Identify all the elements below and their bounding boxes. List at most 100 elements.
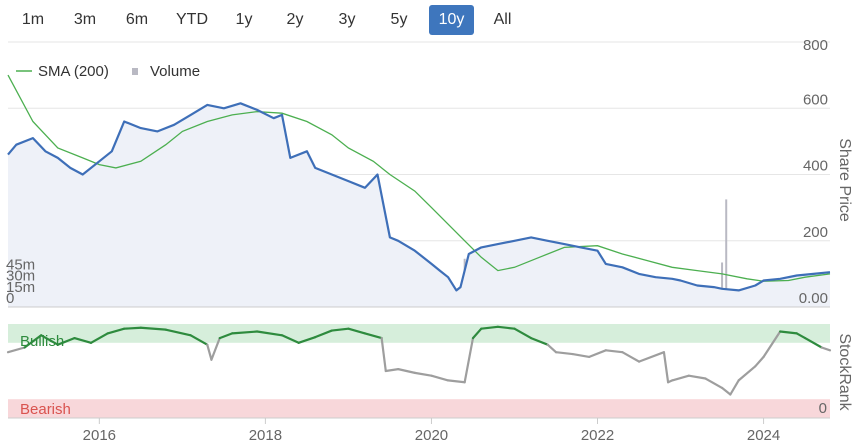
stockrank-segment [779, 330, 798, 335]
legend-item-sma[interactable]: SMA (200) [16, 63, 109, 80]
stockrank-segment [23, 334, 43, 349]
stockrank-segment [820, 346, 832, 352]
stockrank-segment [139, 326, 167, 331]
price-axis-tick: 200 [803, 224, 828, 241]
range-button-2y[interactable]: 2y [286, 11, 304, 28]
stockrank-segment [413, 371, 433, 377]
stockrank-segment [206, 343, 213, 361]
stockrank-segment [106, 327, 126, 335]
range-button-3m[interactable]: 3m [73, 11, 97, 28]
stockrank-segment [737, 365, 757, 382]
stockrank-segment [704, 377, 724, 390]
legend: SMA (200) Volume [16, 63, 200, 80]
stockrank-segment [513, 327, 533, 340]
stockrank-segment [189, 334, 209, 346]
stockrank-segment [529, 337, 549, 346]
price-axis-tick: 800 [803, 37, 828, 54]
volume-bar [721, 262, 724, 307]
volume-axis-tick: 15m [6, 279, 35, 296]
x-axis-tick: 2020 [415, 427, 448, 441]
stockrank-segment [588, 349, 607, 358]
stockrank-segment [803, 337, 823, 349]
stockrank-segment [687, 374, 707, 380]
stockrank-segment [218, 332, 234, 340]
volume-axis-tick: 30m [6, 268, 35, 285]
price-line [7, 102, 831, 292]
x-axis-tick: 2024 [747, 427, 780, 441]
stockrank-segment [604, 349, 624, 354]
stockrank-segment [380, 337, 387, 373]
stockrank-segment [73, 337, 93, 344]
legend-volume-marker [132, 68, 138, 75]
stockrank-segment [446, 379, 466, 384]
x-axis-tick: 2016 [83, 427, 116, 441]
stockrank-segment [231, 330, 259, 335]
volume-axis-tick: 45m [6, 257, 35, 274]
range-button-1m[interactable]: 1m [21, 11, 45, 28]
stockrank-segment [662, 351, 670, 384]
stockrank-segment [255, 330, 284, 337]
stockrank-segment [384, 368, 400, 373]
stockrank-segment [546, 343, 558, 354]
range-button-6m[interactable]: 6m [125, 11, 149, 28]
legend-item-volume[interactable]: Volume [132, 63, 200, 80]
stockrank-segment [297, 336, 317, 344]
bullish-band [8, 324, 830, 343]
bearish-label: Bearish [20, 401, 71, 418]
stockrank-segment [330, 327, 350, 332]
price-area-fill [8, 103, 830, 307]
stockrank-segment [123, 326, 142, 330]
stockrank-segment [463, 337, 475, 384]
stockrank-segment [164, 328, 192, 337]
price-axis-tick: 400 [803, 158, 828, 175]
x-axis-tick: 2022 [581, 427, 614, 441]
range-button-ytd[interactable]: YTD [176, 11, 208, 28]
stockrank-segment [554, 351, 574, 356]
bearish-band [8, 399, 830, 418]
range-button-1y[interactable]: 1y [235, 11, 253, 28]
stockrank-axis-title: StockRank [836, 333, 853, 411]
legend-volume-label: Volume [150, 63, 200, 80]
stockrank-line [6, 325, 832, 396]
bullish-label: Bullish [20, 333, 64, 350]
stockrank-segment [729, 379, 740, 396]
stockrank-segment [795, 332, 807, 340]
stockrank-segment [397, 368, 416, 374]
stockrank-segment [496, 325, 516, 330]
stockrank-segment [280, 334, 300, 344]
price-axis-tick: 600 [803, 91, 828, 108]
range-button-3y[interactable]: 3y [338, 11, 356, 28]
stockrank-segment [430, 374, 450, 382]
stockrank-segment [6, 346, 26, 354]
volume-bar [725, 199, 728, 307]
stockrank-segment [621, 351, 641, 363]
price-axis-title: Share Price [836, 138, 853, 222]
stockrank-segment [671, 374, 690, 382]
stockrank-segment [56, 337, 76, 346]
x-axis-tick: 2018 [249, 427, 282, 441]
range-button-5y[interactable]: 5y [390, 11, 408, 28]
stockrank-segment [762, 330, 782, 358]
x-axis: 2016 2018 2020 2022 2024 [8, 306, 830, 441]
stockrank-segment [480, 325, 499, 330]
stockrank-segment [363, 332, 383, 340]
range-button-all[interactable]: All [493, 11, 512, 28]
stockrank-segment [720, 386, 732, 396]
price-axis-tick: 0.00 [799, 290, 828, 307]
volume-axis-tick: 0 [6, 290, 14, 307]
stockrank-segment [89, 332, 109, 344]
range-button-10y[interactable]: 10y [429, 5, 474, 35]
price-axis-ticks: 800 600 400 200 0.00 [799, 37, 828, 307]
stockrank-segment [637, 351, 666, 363]
stockrank-segment [754, 355, 765, 368]
sma-line [7, 74, 831, 282]
stockrank-segment [571, 352, 591, 358]
legend-sma-label: SMA (200) [38, 63, 109, 80]
stockrank-axis-tick: 0 [819, 400, 827, 417]
stockrank-segment [347, 327, 367, 335]
stockrank-segment [314, 329, 333, 339]
stockrank-segment [471, 327, 483, 340]
